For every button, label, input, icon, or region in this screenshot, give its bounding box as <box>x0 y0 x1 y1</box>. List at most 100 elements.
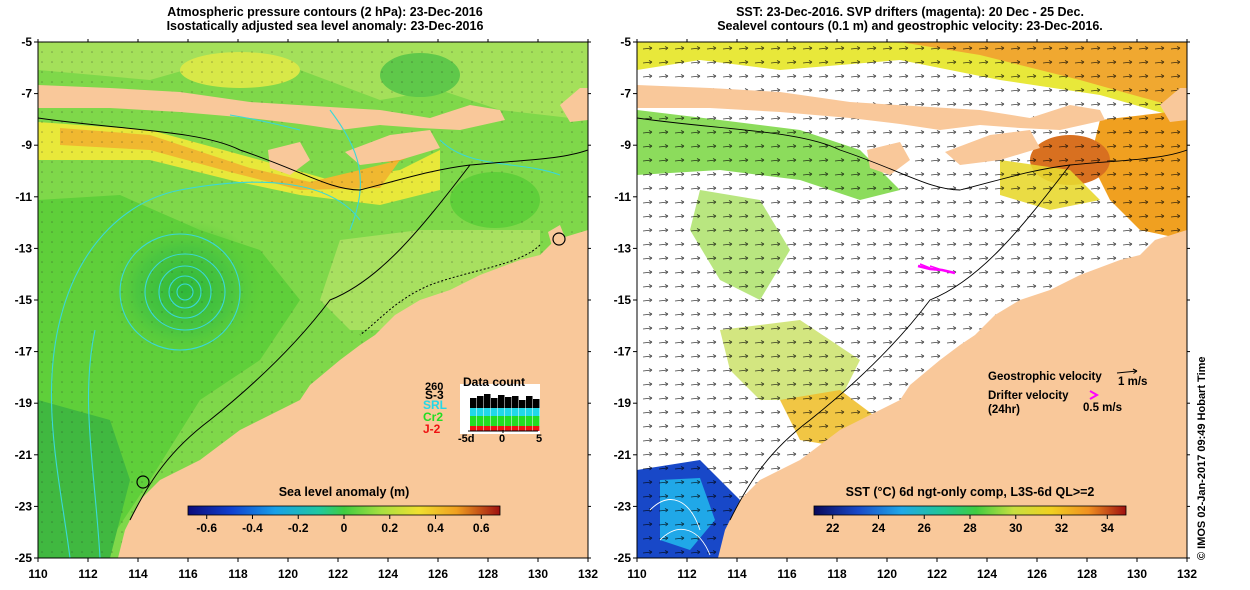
lon-tick-label: 116 <box>777 567 797 581</box>
colorbar-tick-label: 34 <box>1101 521 1115 535</box>
geostrophic-velocity-scale: 1 m/s <box>1118 376 1148 388</box>
histogram-bar-segment <box>505 397 512 408</box>
mission-label-s3: S-3 <box>425 388 444 402</box>
lat-tick-label: -21 <box>15 448 33 462</box>
axis-ticks <box>34 39 1190 562</box>
imos-credit: © IMOS 02-Jan-2017 09:49 Hobart Time <box>1196 356 1208 560</box>
histogram-bar-segment <box>505 426 512 431</box>
lat-tick-label: -23 <box>15 499 33 513</box>
lat-tick-label: -19 <box>614 396 632 410</box>
colorbar-tick-label: 0.4 <box>427 521 444 535</box>
lat-tick-label: -25 <box>15 551 33 565</box>
histogram-bar-segment <box>526 426 533 431</box>
left-tanimbar <box>560 88 588 122</box>
geostrophic-scale-arrowhead <box>1132 368 1138 374</box>
histogram-bar-segment <box>491 416 498 426</box>
colorbar-tick-label: 30 <box>1009 521 1023 535</box>
colorbar-tick-label: -0.2 <box>288 521 309 535</box>
colorbar-tick-label: -0.4 <box>242 521 263 535</box>
colorbar-tick-label: 0.6 <box>473 521 490 535</box>
histogram-bar-segment <box>498 416 505 426</box>
histogram-bar-segment <box>512 408 519 416</box>
histogram-bar-segment <box>484 416 491 426</box>
lon-tick-label: 120 <box>877 567 897 581</box>
histogram-tick-start: -5d <box>458 433 475 445</box>
histogram-bar-segment <box>491 398 498 408</box>
histogram-bar-segment <box>470 416 477 426</box>
mission-label-cr2: Cr2 <box>423 410 444 424</box>
drifter-velocity-sublabel: (24hr) <box>988 404 1020 416</box>
histogram-bar-segment <box>477 416 484 426</box>
histogram-bar-segment <box>484 394 491 408</box>
histogram-bar-segment <box>519 408 526 416</box>
lat-tick-label: -15 <box>614 293 632 307</box>
lon-tick-label: 112 <box>78 567 98 581</box>
left-timor-island <box>345 130 440 165</box>
colorbar-tick-label: 26 <box>918 521 932 535</box>
histogram-tick-zero: 0 <box>499 433 506 445</box>
colorbar-tick-label: 28 <box>963 521 977 535</box>
histogram-bars <box>470 394 540 431</box>
lon-tick-label: 118 <box>228 567 248 581</box>
histogram-bar-segment <box>477 396 484 408</box>
drifter-scale-arrow <box>1089 390 1100 400</box>
histogram-bar-segment <box>533 399 540 408</box>
lon-tick-label: 126 <box>1027 567 1047 581</box>
lon-tick-label: 114 <box>727 567 747 581</box>
left-map <box>38 42 588 558</box>
lat-tick-label: -5 <box>21 35 32 49</box>
lon-tick-label: 114 <box>128 567 148 581</box>
histogram-tick-end: 5 <box>536 433 543 445</box>
lat-tick-label: -7 <box>21 87 32 101</box>
left-marker-circle-ne <box>552 232 566 246</box>
histogram-bar-segment <box>519 400 526 408</box>
sst-colorbar-ticks: 22 24 26 28 30 32 34 <box>826 515 1114 535</box>
data-count-max-label: 260 <box>425 381 444 393</box>
lon-tick-label: 128 <box>478 567 498 581</box>
left-sumba-island <box>268 142 310 175</box>
histogram-bar-segment <box>498 426 505 431</box>
lat-tick-label: -5 <box>620 35 631 49</box>
lat-tick-label: -13 <box>614 241 632 255</box>
lat-tick-label: -11 <box>15 190 32 204</box>
svp-drifter-track-2 <box>919 263 949 273</box>
histogram-bar-segment <box>484 408 491 416</box>
data-count-title: Data count <box>463 375 526 389</box>
left-indonesia-islands <box>38 85 505 130</box>
axis-tick-labels: -5 -7 -9 -11 -13 -15 -17 -19 -21 -23 -25 110 112 114 1… <box>15 35 1198 581</box>
lat-tick-label: -11 <box>614 190 631 204</box>
lon-tick-label: 122 <box>328 567 348 581</box>
left-australia-mainland <box>118 230 588 558</box>
data-count-histogram <box>460 384 540 434</box>
histogram-bar-segment <box>498 408 505 416</box>
lat-tick-label: -9 <box>21 138 32 152</box>
histogram-bar-segment <box>470 408 477 416</box>
histogram-bar-segment <box>512 416 519 426</box>
sealevel-contours-white <box>649 499 711 556</box>
velocity-legend-symbols <box>1089 368 1138 400</box>
histogram-bar-segment <box>505 408 512 416</box>
histogram-bar-segment <box>512 396 519 408</box>
histogram-bar-segment <box>519 416 526 426</box>
lat-tick-label: -19 <box>15 396 33 410</box>
lat-tick-label: -15 <box>15 293 33 307</box>
colorbar-tick-label: 24 <box>872 521 886 535</box>
lat-tick-label: -13 <box>15 241 33 255</box>
histogram-bar-segment <box>512 426 519 431</box>
colorbar-tick-label: 0 <box>341 521 348 535</box>
sla-colorbar <box>187 505 501 516</box>
left-melville-island <box>548 225 566 246</box>
sealevel-contours <box>637 117 1187 521</box>
lon-tick-label: 110 <box>627 567 647 581</box>
mission-label-srl: SRL <box>423 398 447 412</box>
histogram-bar-segment <box>526 408 533 416</box>
histogram-bar-segment <box>526 396 533 408</box>
histogram-bar-segment <box>533 416 540 426</box>
lon-tick-label: 132 <box>578 567 598 581</box>
lat-tick-label: -23 <box>614 499 632 513</box>
right-australia-mainland <box>718 230 1187 558</box>
sst-colorbar-label: SST (°C) 6d ngt-only comp, L3S-6d QL>=2 <box>845 485 1095 499</box>
geostrophic-scale-arrow <box>1116 370 1138 374</box>
left-dotted-contour <box>359 244 541 336</box>
left-title-line1: Atmospheric pressure contours (2 hPa): 2… <box>167 5 483 19</box>
